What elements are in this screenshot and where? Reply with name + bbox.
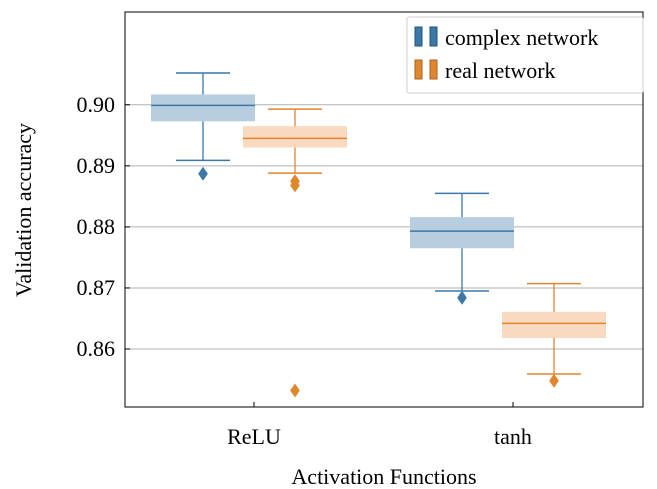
box-complex-network-tanh xyxy=(410,192,514,305)
legend-swatch-real-network-b xyxy=(429,59,438,80)
outlier-point xyxy=(457,290,467,305)
y-tick-label: 0.86 xyxy=(77,336,116,361)
x-tick-label: ReLU xyxy=(227,424,281,449)
box-iqr xyxy=(410,217,514,249)
y-tick-label: 0.88 xyxy=(77,214,116,239)
legend-label-real-network: real network xyxy=(445,58,556,83)
axes: 0.86 0.87 0.88 0.89 0.90 ReLU tanh xyxy=(77,92,532,449)
box-real-network-tanh xyxy=(502,282,606,388)
y-axis-label: Validation accuracy xyxy=(11,123,36,297)
legend-swatch-real-network-a xyxy=(414,59,423,80)
y-tick-label: 0.87 xyxy=(77,275,116,300)
x-axis-label: Activation Functions xyxy=(291,464,476,489)
outlier-point xyxy=(549,373,559,388)
legend-frame xyxy=(406,16,644,94)
plot-frame xyxy=(124,11,644,408)
box-real-network-ReLU xyxy=(243,108,347,398)
legend-swatch-complex-network-b xyxy=(429,26,438,47)
x-tick-label: tanh xyxy=(494,424,532,449)
box-iqr xyxy=(243,126,347,148)
legend-swatch-complex-network-a xyxy=(414,26,423,47)
outlier-point xyxy=(290,178,300,193)
y-tick-label: 0.89 xyxy=(77,153,116,178)
y-tick-label: 0.90 xyxy=(77,92,116,117)
box-complex-network-ReLU xyxy=(151,72,255,181)
outlier-point xyxy=(198,166,208,181)
legend-entry-complex-network: complex network xyxy=(414,25,598,50)
box-iqr xyxy=(151,94,255,122)
legend: complex network real network xyxy=(406,16,644,94)
boxes xyxy=(151,72,606,398)
legend-label-complex-network: complex network xyxy=(445,25,598,50)
legend-entry-real-network: real network xyxy=(414,58,556,83)
outlier-point xyxy=(290,383,300,398)
box-iqr xyxy=(502,311,606,339)
